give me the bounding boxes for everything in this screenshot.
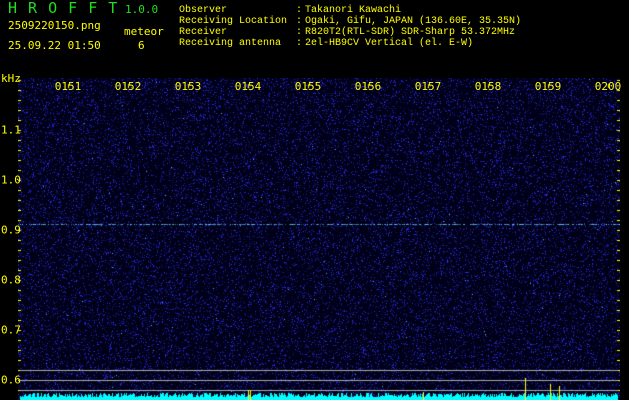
x-tick-label: 0156 xyxy=(354,80,382,93)
info-value: Takanori Kawachi xyxy=(305,5,402,16)
info-colon: : xyxy=(296,5,303,16)
y-tick-label: 1.1 xyxy=(1,123,21,137)
x-tick-label: 0152 xyxy=(114,80,142,93)
meteor-label: meteor xyxy=(124,25,164,38)
y-tick-label: 0.7 xyxy=(1,323,21,337)
y-tick-label: 0.8 xyxy=(1,273,21,287)
x-tick-label: 0155 xyxy=(294,80,322,93)
info-value: R820T2(RTL-SDR) SDR-Sharp 53.372MHz xyxy=(305,27,516,38)
info-label: Receiving antenna xyxy=(179,38,282,49)
x-tick-label: 0154 xyxy=(234,80,262,93)
y-tick-label: 0.6 xyxy=(1,373,21,387)
info-label: Receiver xyxy=(179,27,228,38)
app-version: 1.0.0 xyxy=(125,3,159,16)
x-tick-label: 0151 xyxy=(54,80,82,93)
info-label: Receiving Location xyxy=(179,16,288,27)
y-tick-label: 1.0 xyxy=(1,173,21,187)
spectrogram xyxy=(18,78,620,400)
meteor-count: 6 xyxy=(138,39,145,52)
y-unit-label: kHz xyxy=(1,72,21,85)
app-name: H R O F F T xyxy=(8,0,119,17)
x-tick-label: 0153 xyxy=(174,80,202,93)
info-colon: : xyxy=(296,27,303,38)
x-tick-label: 0158 xyxy=(474,80,502,93)
info-colon: : xyxy=(296,38,303,49)
info-value: Ogaki, Gifu, JAPAN (136.60E, 35.35N) xyxy=(305,16,522,27)
x-tick-label: 0157 xyxy=(414,80,442,93)
filename: 2509220150.png xyxy=(8,19,101,32)
info-value: 2el-HB9CV Vertical (el. E-W) xyxy=(305,38,474,49)
x-tick-label: 0159 xyxy=(534,80,562,93)
y-tick-label: 0.9 xyxy=(1,223,21,237)
x-tick-label: 0200 xyxy=(594,80,622,93)
info-label: Observer xyxy=(179,5,228,16)
datetime: 25.09.22 01:50 xyxy=(8,39,101,52)
info-colon: : xyxy=(296,16,303,27)
